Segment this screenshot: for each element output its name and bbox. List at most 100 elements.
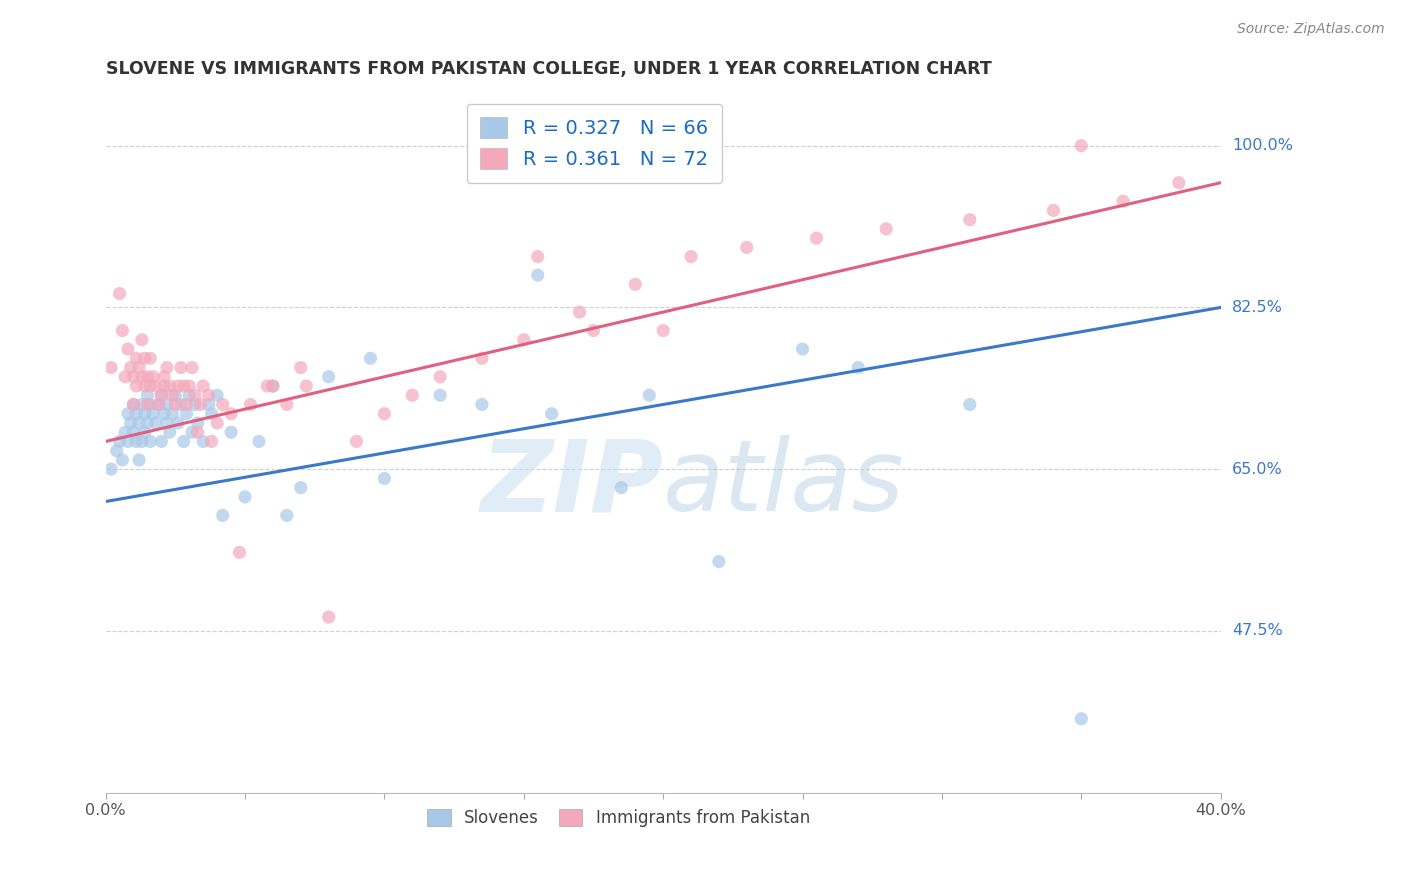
Point xyxy=(219,407,242,421)
Point xyxy=(134,379,156,393)
Point xyxy=(150,388,173,402)
Point xyxy=(373,471,395,485)
Point xyxy=(471,397,494,411)
Point xyxy=(173,434,195,449)
Point xyxy=(134,407,156,421)
Point xyxy=(111,324,134,338)
Point xyxy=(679,250,702,264)
Point xyxy=(117,407,139,421)
Point xyxy=(256,379,278,393)
Point xyxy=(150,388,173,402)
Point xyxy=(429,388,451,402)
Text: 47.5%: 47.5% xyxy=(1232,624,1282,639)
Point xyxy=(179,388,201,402)
Point xyxy=(1042,203,1064,218)
Point xyxy=(173,379,195,393)
Point xyxy=(1112,194,1135,209)
Point xyxy=(610,481,633,495)
Point xyxy=(200,434,222,449)
Point xyxy=(197,388,219,402)
Point xyxy=(190,397,212,411)
Text: 65.0%: 65.0% xyxy=(1232,462,1282,476)
Point xyxy=(162,407,184,421)
Point xyxy=(181,425,204,440)
Point xyxy=(205,388,228,402)
Point xyxy=(125,434,148,449)
Point xyxy=(792,342,814,356)
Point xyxy=(114,369,136,384)
Point xyxy=(170,360,193,375)
Point xyxy=(136,416,159,430)
Point xyxy=(122,397,145,411)
Point xyxy=(111,453,134,467)
Point xyxy=(153,369,176,384)
Point xyxy=(139,351,162,366)
Point xyxy=(128,360,150,375)
Point xyxy=(247,434,270,449)
Text: Source: ZipAtlas.com: Source: ZipAtlas.com xyxy=(1237,22,1385,37)
Point xyxy=(193,434,215,449)
Point xyxy=(150,434,173,449)
Point xyxy=(318,369,340,384)
Point xyxy=(120,360,142,375)
Point xyxy=(429,369,451,384)
Point xyxy=(197,397,219,411)
Point xyxy=(373,407,395,421)
Point xyxy=(159,425,181,440)
Point xyxy=(156,397,179,411)
Point xyxy=(167,416,190,430)
Point xyxy=(156,360,179,375)
Point xyxy=(200,407,222,421)
Point xyxy=(184,388,207,402)
Point xyxy=(262,379,284,393)
Point xyxy=(128,416,150,430)
Point xyxy=(233,490,256,504)
Point xyxy=(128,453,150,467)
Text: ZIP: ZIP xyxy=(479,435,664,533)
Point xyxy=(1070,712,1092,726)
Point xyxy=(114,425,136,440)
Point xyxy=(125,351,148,366)
Point xyxy=(117,342,139,356)
Point xyxy=(211,397,233,411)
Point xyxy=(134,351,156,366)
Point xyxy=(290,360,312,375)
Point xyxy=(568,305,591,319)
Point xyxy=(1070,138,1092,153)
Point xyxy=(136,369,159,384)
Point xyxy=(108,434,131,449)
Point xyxy=(276,508,298,523)
Point xyxy=(139,379,162,393)
Point xyxy=(131,369,153,384)
Point xyxy=(170,397,193,411)
Point xyxy=(159,379,181,393)
Point xyxy=(176,397,198,411)
Point xyxy=(131,333,153,347)
Text: 100.0%: 100.0% xyxy=(1232,138,1294,153)
Point xyxy=(142,369,165,384)
Point xyxy=(228,545,250,559)
Point xyxy=(846,360,869,375)
Point xyxy=(806,231,828,245)
Point xyxy=(219,425,242,440)
Point xyxy=(193,379,215,393)
Point xyxy=(145,379,167,393)
Point xyxy=(100,462,122,476)
Point xyxy=(179,379,201,393)
Point xyxy=(156,416,179,430)
Point xyxy=(108,286,131,301)
Point xyxy=(142,407,165,421)
Point xyxy=(959,212,981,227)
Point xyxy=(153,407,176,421)
Point xyxy=(122,369,145,384)
Point xyxy=(239,397,262,411)
Point xyxy=(187,425,209,440)
Point xyxy=(959,397,981,411)
Point xyxy=(153,379,176,393)
Point xyxy=(176,407,198,421)
Point xyxy=(117,434,139,449)
Point xyxy=(105,443,128,458)
Point xyxy=(145,416,167,430)
Point xyxy=(139,434,162,449)
Point xyxy=(638,388,661,402)
